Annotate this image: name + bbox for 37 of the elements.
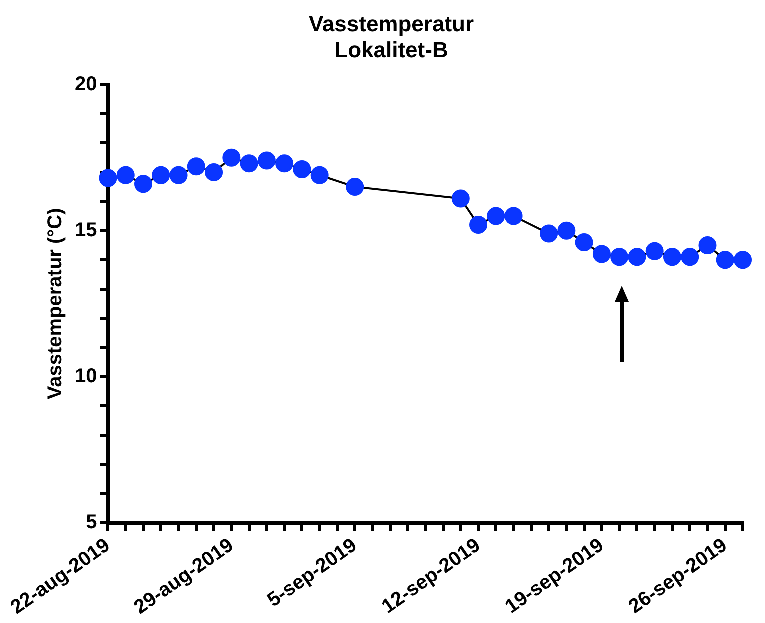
point [504, 207, 523, 226]
point [346, 178, 364, 196]
point [222, 148, 241, 167]
point [116, 166, 135, 184]
point [716, 251, 734, 270]
point [540, 224, 558, 243]
point [663, 248, 682, 266]
point [187, 158, 206, 176]
point [293, 160, 312, 179]
point [240, 154, 258, 173]
point [276, 154, 294, 173]
point [628, 248, 646, 266]
point [310, 166, 329, 184]
y-tick-label: 5 [86, 512, 98, 534]
point [592, 245, 611, 264]
y-axis-title: Vasstemperatur (°C) [44, 208, 67, 400]
y-tick-label: 20 [74, 73, 98, 96]
point [575, 234, 594, 252]
chart-subtitle: Lokalitet-B [334, 38, 448, 63]
y-tick-label: 10 [74, 365, 98, 388]
point [99, 169, 118, 188]
point [734, 251, 752, 270]
point [558, 222, 576, 240]
point [134, 175, 153, 194]
point [170, 166, 188, 184]
y-tick-label: 15 [74, 219, 98, 242]
point [205, 163, 224, 182]
chart-title: Vasstemperatur [308, 11, 474, 36]
point [646, 242, 664, 260]
point [487, 207, 506, 226]
point [258, 152, 276, 170]
point [610, 248, 629, 266]
point [698, 236, 717, 254]
point [470, 216, 488, 234]
point [152, 166, 170, 184]
point [452, 190, 470, 208]
point [681, 248, 700, 266]
